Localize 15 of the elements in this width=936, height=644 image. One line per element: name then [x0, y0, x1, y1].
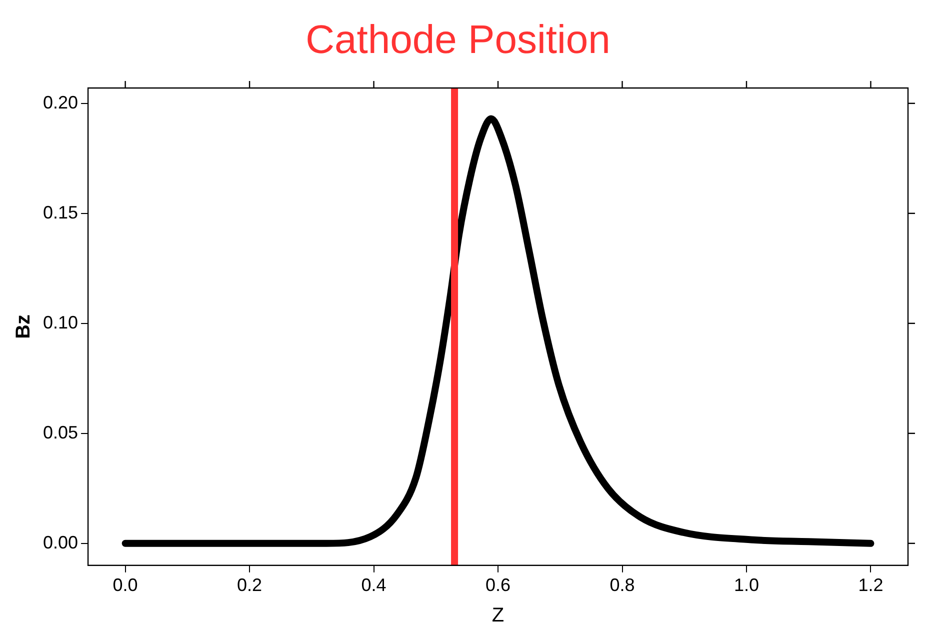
chart-title: Cathode Position — [306, 18, 610, 62]
x-tick-label: 1.2 — [858, 575, 884, 596]
y-axis-title: Bz — [12, 314, 35, 339]
y-tick-label: 0.15 — [42, 202, 78, 222]
y-tick-label: 0.00 — [42, 532, 78, 552]
x-axis-title: Z — [492, 604, 504, 627]
y-tick-label: 0.05 — [42, 422, 78, 442]
x-tick-label: 0.8 — [610, 575, 635, 596]
x-tick-label: 0.0 — [112, 575, 138, 596]
y-tick-label: 0.10 — [42, 312, 78, 332]
x-tick-label: 0.4 — [361, 575, 386, 596]
y-tick-label: 0.20 — [42, 92, 78, 112]
x-tick-label: 0.2 — [237, 575, 262, 596]
x-tick-label: 1.0 — [734, 575, 760, 596]
x-tick-label: 0.6 — [486, 575, 511, 596]
